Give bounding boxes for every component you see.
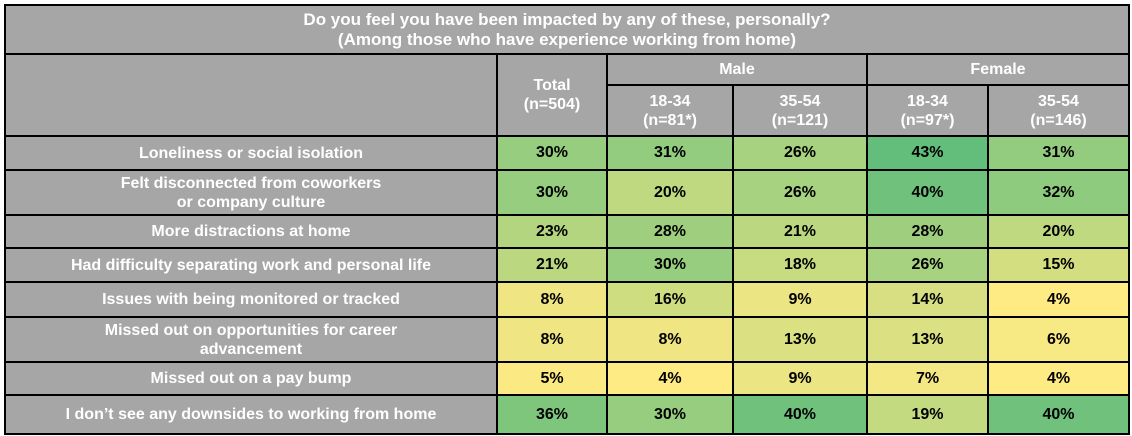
header-row-groups: Total (n=504) Male Female <box>4 53 1130 137</box>
col-header-female: Female <box>866 53 1130 86</box>
data-cell: 26% <box>732 135 868 171</box>
row-label: Issues with being monitored or tracked <box>4 281 498 318</box>
data-cell: 31% <box>987 135 1130 171</box>
data-cell: 30% <box>606 247 734 283</box>
data-cell: 26% <box>732 169 868 216</box>
data-cell: 21% <box>496 247 608 283</box>
row-label: Had difficulty separating work and perso… <box>4 247 498 283</box>
data-cell: 5% <box>496 361 608 396</box>
col-header-male-35-54: 35-54 (n=121) <box>732 84 868 137</box>
data-cell: 23% <box>496 214 608 249</box>
data-cell: 32% <box>987 169 1130 216</box>
col-header-male: Male <box>606 53 868 86</box>
col-header-female-18-34: 18-34 (n=97*) <box>866 84 989 137</box>
data-cell: 13% <box>732 316 868 363</box>
table-row: Missed out on opportunities for career a… <box>4 316 1130 363</box>
table-row: I don’t see any downsides to working fro… <box>4 394 1130 435</box>
data-cell: 30% <box>606 394 734 435</box>
data-cell: 20% <box>987 214 1130 249</box>
row-label: Felt disconnected from coworkers or comp… <box>4 169 498 216</box>
data-cell: 8% <box>496 281 608 318</box>
data-cell: 14% <box>866 281 989 318</box>
data-cell: 9% <box>732 281 868 318</box>
data-cell: 40% <box>987 394 1130 435</box>
row-label: I don’t see any downsides to working fro… <box>4 394 498 435</box>
data-cell: 4% <box>987 281 1130 318</box>
table-row: Loneliness or social isolation 30% 31% 2… <box>4 135 1130 171</box>
data-cell: 20% <box>606 169 734 216</box>
data-cell: 13% <box>866 316 989 363</box>
title-row: Do you feel you have been impacted by an… <box>4 4 1130 55</box>
data-cell: 40% <box>732 394 868 435</box>
col-header-male-18-34: 18-34 (n=81*) <box>606 84 734 137</box>
table-row: Felt disconnected from coworkers or comp… <box>4 169 1130 216</box>
col-header-total: Total (n=504) <box>496 53 608 137</box>
data-cell: 19% <box>866 394 989 435</box>
row-label: More distractions at home <box>4 214 498 249</box>
data-cell: 31% <box>606 135 734 171</box>
data-cell: 40% <box>866 169 989 216</box>
table-row: Had difficulty separating work and perso… <box>4 247 1130 283</box>
data-cell: 16% <box>606 281 734 318</box>
data-cell: 30% <box>496 169 608 216</box>
data-cell: 6% <box>987 316 1130 363</box>
header-row-ages: 18-34 (n=81*) 35-54 (n=121) 18-34 (n=97*… <box>5 84 1130 137</box>
table-row: Issues with being monitored or tracked 8… <box>4 281 1130 318</box>
data-cell: 26% <box>866 247 989 283</box>
col-header-female-35-54: 35-54 (n=146) <box>987 84 1130 137</box>
data-cell: 4% <box>987 361 1130 396</box>
data-cell: 4% <box>606 361 734 396</box>
row-label: Loneliness or social isolation <box>4 135 498 171</box>
data-cell: 8% <box>606 316 734 363</box>
row-label: Missed out on opportunities for career a… <box>4 316 498 363</box>
data-cell: 7% <box>866 361 989 396</box>
corner-cell <box>4 53 498 137</box>
data-cell: 9% <box>732 361 868 396</box>
survey-heatmap-table: Do you feel you have been impacted by an… <box>4 4 1130 435</box>
data-cell: 18% <box>732 247 868 283</box>
data-cell: 28% <box>606 214 734 249</box>
data-cell: 28% <box>866 214 989 249</box>
data-cell: 30% <box>496 135 608 171</box>
table-title: Do you feel you have been impacted by an… <box>4 4 1130 55</box>
table-row: Missed out on a pay bump 5% 4% 9% 7% 4% <box>4 361 1130 396</box>
data-cell: 15% <box>987 247 1130 283</box>
data-cell: 36% <box>496 394 608 435</box>
row-label: Missed out on a pay bump <box>4 361 498 396</box>
data-cell: 8% <box>496 316 608 363</box>
data-cell: 43% <box>866 135 989 171</box>
data-cell: 21% <box>732 214 868 249</box>
table-row: More distractions at home 23% 28% 21% 28… <box>4 214 1130 249</box>
